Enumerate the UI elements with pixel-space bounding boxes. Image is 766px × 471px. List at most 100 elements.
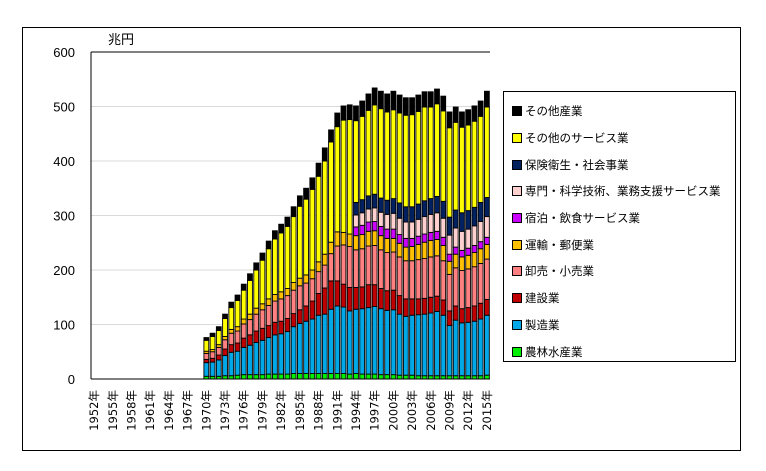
bar-segment	[309, 269, 316, 280]
bar-segment	[402, 315, 409, 376]
bar-segment	[228, 351, 235, 377]
bar-segment	[253, 262, 260, 271]
bar-segment	[309, 373, 316, 380]
bar-segment	[378, 235, 384, 251]
bar-segment	[253, 313, 260, 332]
legend-item: 建設業	[512, 285, 735, 312]
legend-item: その他のサービス業	[512, 125, 735, 152]
bar-segment	[259, 339, 266, 376]
bar-segment	[353, 105, 359, 122]
bar-segment	[240, 283, 247, 291]
bar-segment	[396, 313, 403, 376]
bar-segment	[484, 374, 490, 380]
bar-segment	[402, 246, 409, 262]
bar-segment	[440, 110, 447, 202]
bar-segment	[396, 217, 403, 236]
bar-segment	[452, 319, 459, 377]
bar-segment	[359, 234, 366, 250]
bar-segment	[446, 127, 453, 218]
bar-segment	[371, 230, 378, 246]
bar-segment	[284, 288, 291, 297]
bar-segment	[321, 147, 328, 162]
bar-segment	[365, 307, 372, 375]
bar-segment	[378, 197, 384, 213]
bar-segment	[359, 308, 366, 375]
bar-segment	[228, 301, 235, 309]
x-tick-label: 1973年	[218, 390, 232, 431]
bar-segment	[247, 334, 253, 346]
bar-segment	[415, 243, 422, 261]
bar-segment	[340, 119, 347, 233]
x-tick-label: 2015年	[480, 390, 494, 431]
legend-swatch	[512, 186, 522, 197]
bar-segment	[421, 258, 428, 299]
bar-segment	[321, 264, 328, 289]
bar-segment	[378, 374, 384, 380]
bar-segment	[328, 308, 334, 374]
bar-segment	[484, 90, 490, 108]
bar-segment	[359, 199, 366, 214]
bar-segment	[434, 310, 440, 377]
bar-segment	[209, 332, 216, 337]
legend-item: 卸売・小売業	[512, 258, 735, 285]
legend-swatch	[512, 133, 522, 144]
x-tick-label: 1982年	[274, 390, 288, 431]
chart-frame	[22, 27, 741, 451]
bar-segment	[471, 206, 478, 227]
bar-segment	[265, 325, 272, 339]
bar-segment	[409, 298, 415, 316]
bar-segment	[390, 109, 397, 200]
bar-segment	[359, 286, 366, 310]
bar-segment	[278, 373, 285, 380]
x-tick-label: 1964年	[162, 390, 176, 431]
bar-segment	[340, 244, 347, 285]
bar-segment	[303, 187, 309, 200]
bar-segment	[384, 93, 391, 113]
bar-segment	[284, 373, 291, 380]
bar-segment	[247, 319, 253, 336]
legend-swatch	[512, 239, 522, 250]
bar-segment	[353, 373, 359, 380]
y-tick-label: 600	[53, 45, 75, 60]
legend-label: 建設業	[525, 291, 560, 306]
bar-segment	[253, 342, 260, 376]
bar-segment	[296, 373, 303, 380]
bar-segment	[465, 307, 472, 323]
bar-segment	[402, 260, 409, 300]
bar-segment	[484, 258, 490, 300]
bar-segment	[309, 318, 316, 374]
bar-segment	[290, 282, 297, 291]
bar-segment	[259, 259, 266, 305]
bar-segment	[328, 280, 334, 310]
bar-segment	[452, 305, 459, 321]
bar-segment	[359, 115, 366, 201]
bar-segment	[471, 305, 478, 322]
bar-segment	[315, 162, 322, 177]
bar-segment	[465, 210, 472, 230]
x-tick-label: 1994年	[349, 390, 363, 431]
bar-segment	[384, 237, 391, 254]
bar-segment	[309, 188, 316, 271]
bar-segment	[402, 206, 409, 223]
unit-label: 兆円	[108, 33, 134, 48]
bar-segment	[272, 230, 278, 240]
bar-segment	[240, 374, 247, 380]
legend-label: 卸売・小売業	[525, 264, 594, 279]
bar-segment	[371, 87, 378, 106]
bar-segment	[315, 373, 322, 380]
bar-segment	[427, 91, 434, 108]
bar-segment	[484, 298, 490, 316]
bar-segment	[353, 201, 359, 216]
bar-segment	[253, 269, 260, 309]
bar-segment	[471, 120, 478, 208]
bar-segment	[259, 252, 266, 261]
bar-segment	[334, 126, 341, 233]
bar-segment	[340, 105, 347, 121]
bar-segment	[328, 129, 334, 143]
bar-segment	[296, 285, 303, 311]
bar-segment	[477, 115, 484, 203]
bar-segment	[353, 214, 359, 228]
bar-segment	[222, 336, 228, 341]
bar-segment	[409, 246, 415, 262]
